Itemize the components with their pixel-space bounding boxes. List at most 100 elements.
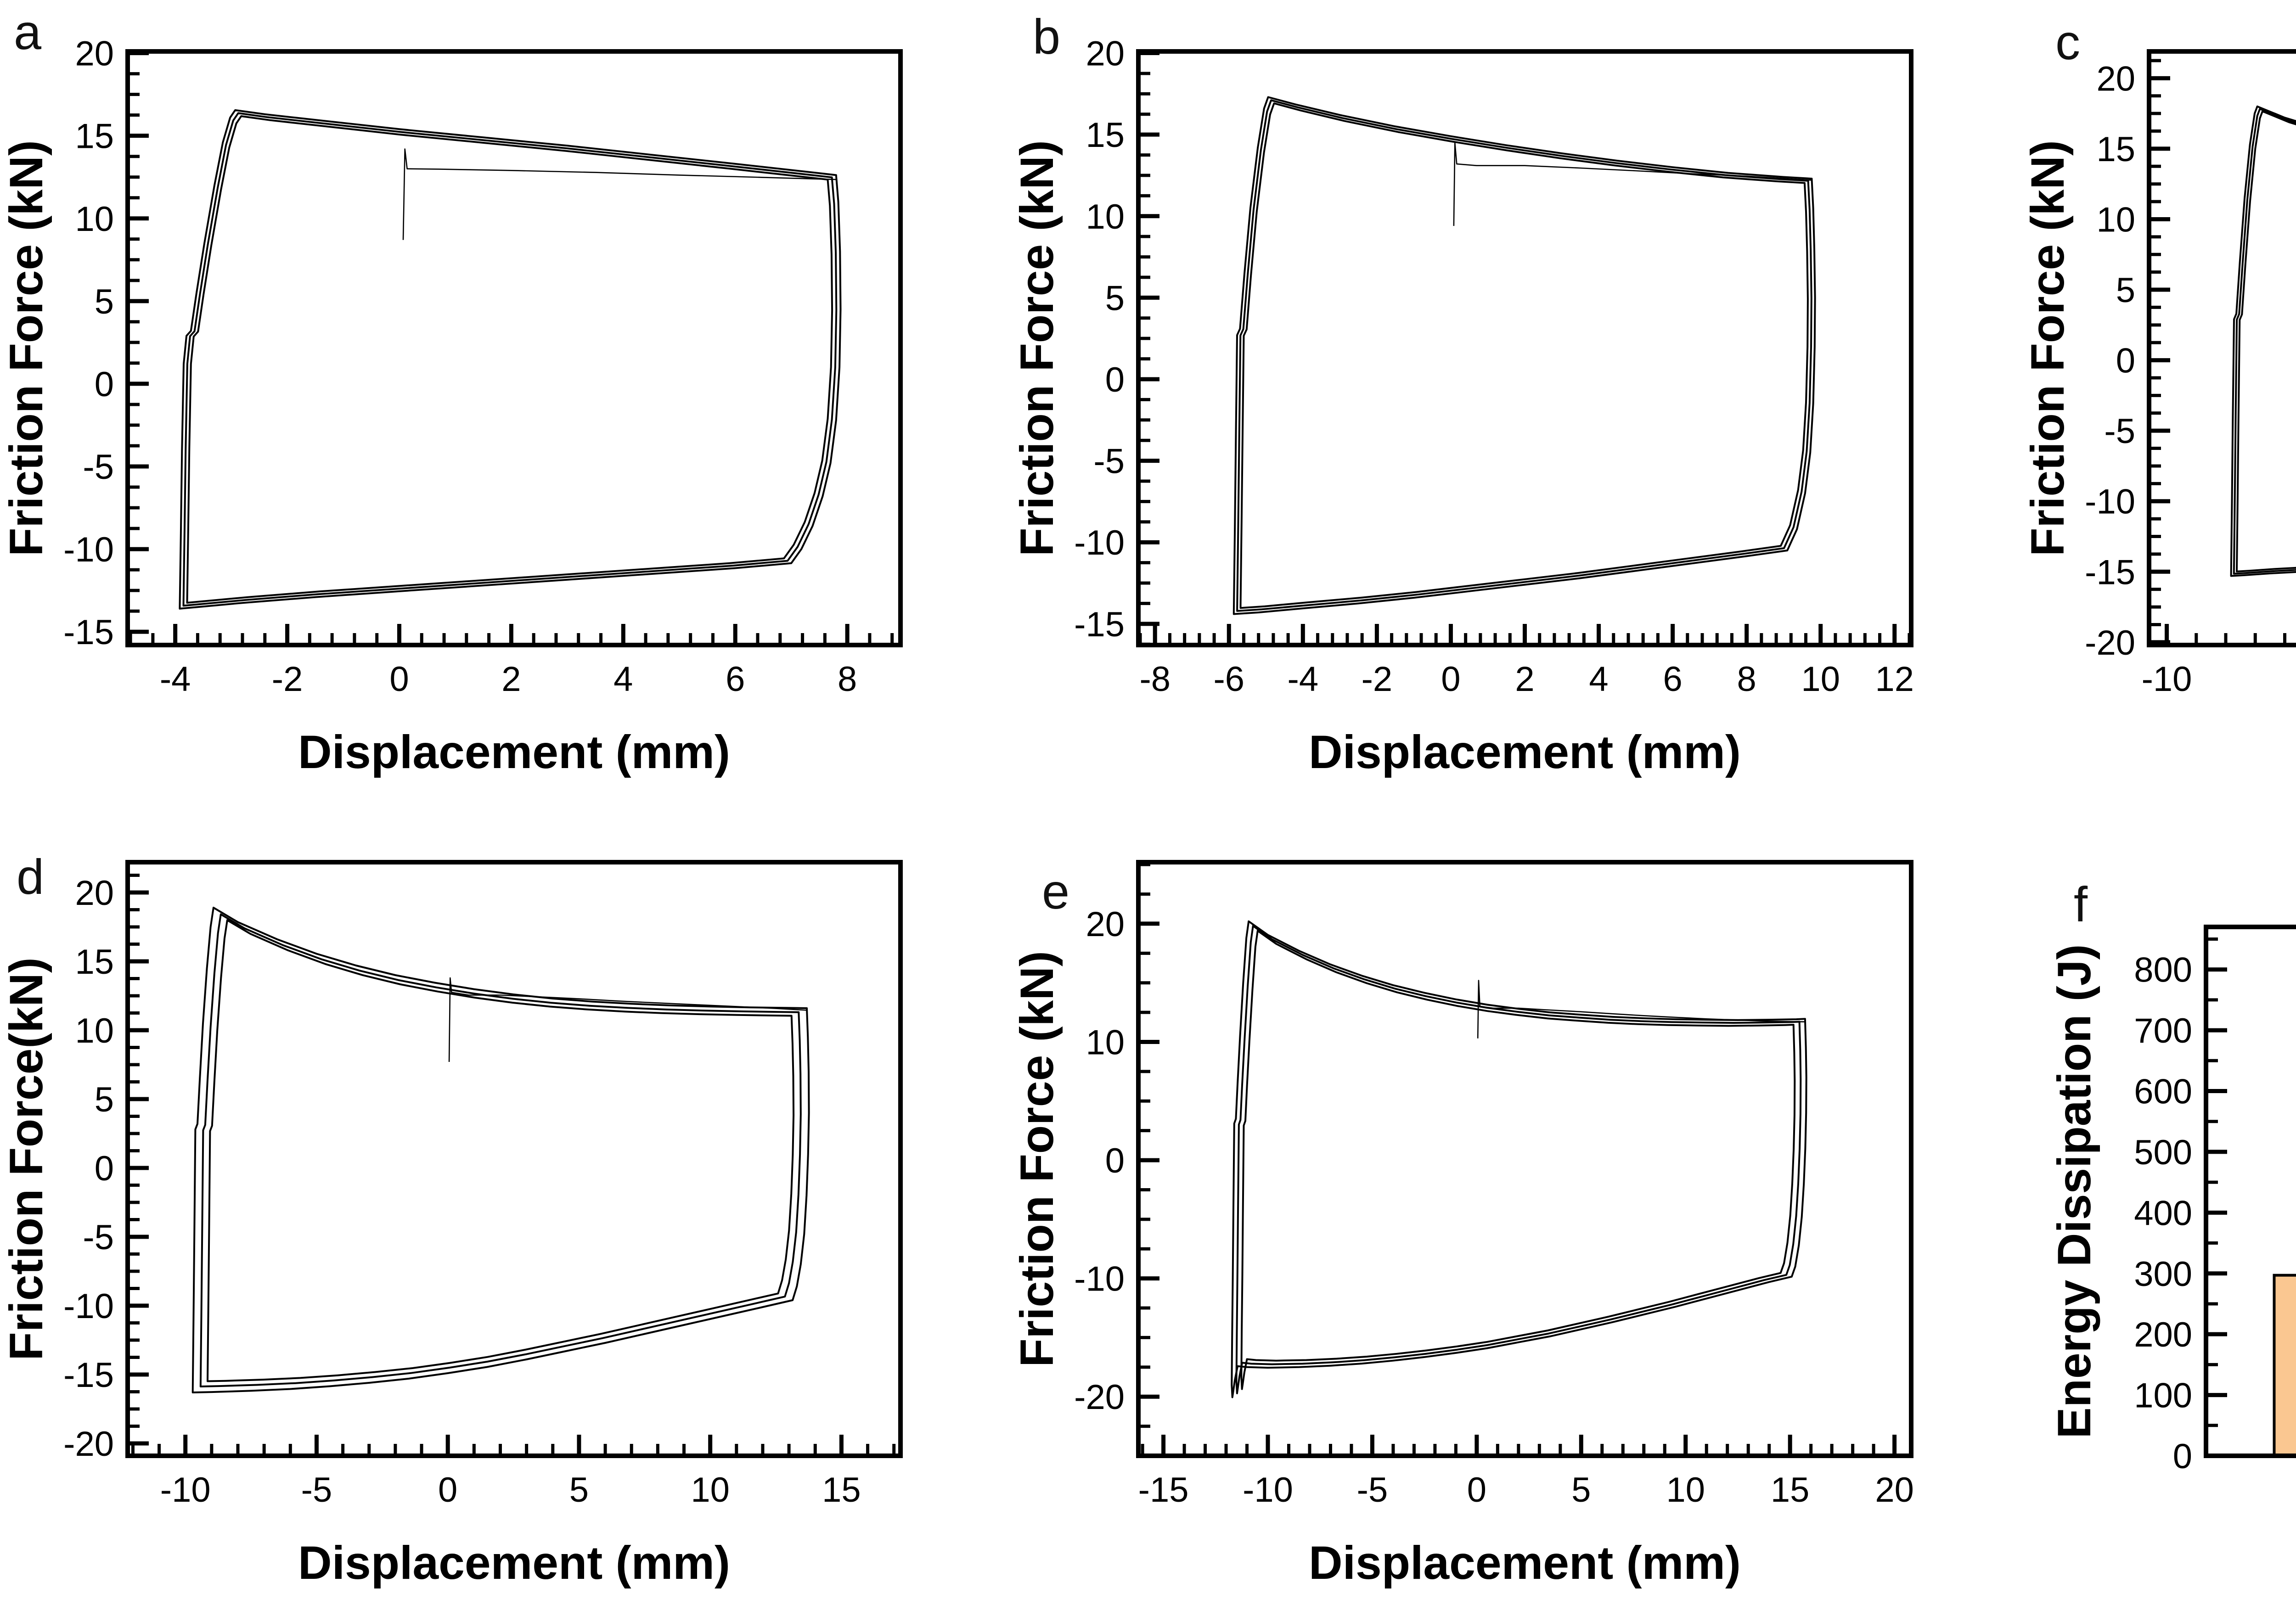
hysteresis-loop bbox=[191, 907, 810, 1393]
x-tick-label: -4 bbox=[160, 660, 191, 699]
panel-a: a -4 -2 0 2 4 6 8 -15 -10 -5 0 5 10 15 20 Displacement … bbox=[0, 0, 1011, 811]
y-tick-label: 10 bbox=[75, 200, 114, 239]
x-tick-label: -6 bbox=[1214, 660, 1245, 699]
x-tick-label: 2 bbox=[501, 660, 521, 699]
initial-loading-curve bbox=[448, 977, 808, 1062]
y-tick-label: 0 bbox=[95, 365, 114, 404]
x-tick-label: 0 bbox=[438, 1470, 457, 1510]
hysteresis-chart-e: -15 -10 -5 0 5 10 15 20 -20 -10 0 10 20 Displacement … bbox=[1011, 860, 1914, 1589]
hysteresis-chart-a: -4 -2 0 2 4 6 8 -15 -10 -5 0 5 10 15 20 Displacement (m… bbox=[0, 34, 903, 778]
x-tick-label: 20 bbox=[1875, 1470, 1914, 1510]
x-tick-label: 4 bbox=[613, 660, 633, 699]
axes-frame bbox=[125, 49, 903, 647]
y-axis-title: Friction Force (kN) bbox=[2021, 140, 2074, 556]
y-tick-label: -10 bbox=[1074, 1260, 1125, 1299]
y-tick-label: 0 bbox=[95, 1149, 114, 1188]
axes-frame bbox=[125, 860, 903, 1458]
hysteresis-loop bbox=[2230, 105, 2296, 577]
bar-8mm bbox=[2273, 1274, 2296, 1457]
y-tick-label: 800 bbox=[2134, 951, 2192, 990]
y-tick-label: -20 bbox=[1074, 1378, 1125, 1417]
hysteresis-loop bbox=[186, 115, 833, 604]
x-tick-label: 15 bbox=[1771, 1470, 1810, 1510]
hysteresis-chart-d: -10 -5 0 5 10 15 -20 -15 -10 -5 0 5 10 15 20 Displaceme… bbox=[0, 860, 903, 1589]
y-tick-label: 10 bbox=[75, 1011, 114, 1050]
y-tick-label: 5 bbox=[95, 1080, 114, 1119]
hysteresis-chart-c: -10-5051015-20-15-10-505101520Displaceme… bbox=[2021, 49, 2296, 699]
y-tick-label: -15 bbox=[2085, 553, 2135, 592]
x-tick-label: -15 bbox=[1138, 1470, 1189, 1510]
y-axis-title: Friction Force (kN) bbox=[1011, 140, 1063, 556]
axes-frame bbox=[1136, 49, 1913, 647]
y-tick-label: 15 bbox=[1086, 116, 1125, 155]
hysteresis-chart-b: -8 -6 -4 -2 0 2 4 6 8 10 12 -15 -10 -5 0 5 10 15 20 Displac… bbox=[1011, 34, 1914, 778]
y-tick-label: -20 bbox=[63, 1425, 114, 1464]
hysteresis-loop bbox=[2236, 110, 2296, 572]
x-tick-label: 5 bbox=[1571, 1470, 1591, 1510]
y-tick-label: -10 bbox=[2085, 483, 2135, 522]
x-tick-label: 10 bbox=[1801, 660, 1840, 699]
panel-letter-c: c bbox=[2055, 14, 2080, 70]
y-tick-label: 600 bbox=[2134, 1072, 2192, 1111]
x-tick-label: 6 bbox=[726, 660, 745, 699]
x-tick-label: 0 bbox=[1467, 1470, 1486, 1510]
x-axis-title: Displacement (mm) bbox=[1309, 726, 1741, 778]
y-tick-label: -20 bbox=[2085, 623, 2135, 662]
x-tick-label: -10 bbox=[1243, 1470, 1293, 1510]
x-tick-label: -5 bbox=[1357, 1470, 1388, 1510]
axes-frame bbox=[1136, 860, 1913, 1458]
y-tick-label: -5 bbox=[83, 1218, 114, 1257]
x-tick-label: 10 bbox=[691, 1470, 730, 1510]
y-tick-label: 100 bbox=[2134, 1376, 2192, 1415]
hysteresis-loop bbox=[179, 109, 842, 610]
y-axis-title: Friction Force(kN) bbox=[0, 957, 52, 1360]
y-tick-label: -5 bbox=[2104, 412, 2135, 451]
x-tick-label: 5 bbox=[569, 1470, 589, 1510]
y-tick-label: 15 bbox=[75, 943, 114, 982]
panel-letter-f: f bbox=[2074, 876, 2088, 932]
hysteresis-loop bbox=[1240, 930, 1796, 1390]
hysteresis-loop bbox=[1232, 96, 1816, 615]
panel-letter-d: d bbox=[17, 849, 45, 904]
panel-f: f 8101214160100200300400500600700800Disp… bbox=[2021, 811, 2296, 1622]
y-tick-label: 15 bbox=[2096, 130, 2135, 169]
initial-loading-curve bbox=[1477, 980, 1805, 1038]
y-tick-label: -5 bbox=[83, 448, 114, 487]
y-tick-label: -15 bbox=[63, 1356, 114, 1395]
x-tick-label: -8 bbox=[1139, 660, 1171, 699]
y-axis-title: Friction Force (kN) bbox=[1011, 951, 1063, 1367]
x-tick-label: 2 bbox=[1515, 660, 1534, 699]
x-tick-label: 6 bbox=[1663, 660, 1682, 699]
x-tick-label: 15 bbox=[822, 1470, 861, 1510]
x-tick-label: 8 bbox=[1737, 660, 1756, 699]
x-tick-label: -10 bbox=[160, 1470, 211, 1510]
y-tick-label: 10 bbox=[1086, 197, 1125, 236]
y-tick-label: 0 bbox=[1105, 1141, 1125, 1180]
x-axis-title: Displacement (mm) bbox=[298, 726, 730, 778]
hysteresis-loop bbox=[199, 913, 802, 1387]
hysteresis-loop bbox=[2233, 108, 2296, 575]
hysteresis-loop bbox=[1239, 102, 1809, 609]
y-tick-label: 400 bbox=[2134, 1194, 2192, 1233]
y-tick-label: -10 bbox=[1074, 523, 1125, 562]
y-tick-label: 10 bbox=[2096, 200, 2135, 239]
y-tick-label: -10 bbox=[63, 530, 114, 569]
panel-d: d -10 -5 0 5 10 15 -20 -15 -10 -5 0 5 10 15 20 Displace… bbox=[0, 811, 1011, 1622]
panel-b: b -8 -6 -4 -2 0 2 4 6 8 10 12 -15 -10 -5 0 5 10 15 20 Displ… bbox=[1011, 0, 2021, 811]
axes-frame bbox=[2204, 925, 2296, 1458]
x-tick-label: -5 bbox=[301, 1470, 332, 1510]
y-tick-label: 15 bbox=[75, 117, 114, 156]
y-tick-label: -15 bbox=[63, 613, 114, 652]
energy-dissipation-bar-chart: 8101214160100200300400500600700800Displa… bbox=[2048, 925, 2296, 1476]
y-tick-label: 20 bbox=[2096, 59, 2135, 98]
y-tick-label: 20 bbox=[1086, 34, 1125, 73]
axes-frame bbox=[2147, 49, 2296, 647]
y-tick-label: -5 bbox=[1093, 442, 1125, 481]
x-tick-label: 0 bbox=[1441, 660, 1460, 699]
y-axis-title: Friction Force (kN) bbox=[0, 140, 52, 556]
y-tick-label: 500 bbox=[2134, 1133, 2192, 1172]
y-tick-label: 5 bbox=[95, 282, 114, 321]
y-tick-label: 5 bbox=[1105, 279, 1125, 318]
y-tick-label: 0 bbox=[2173, 1437, 2192, 1476]
